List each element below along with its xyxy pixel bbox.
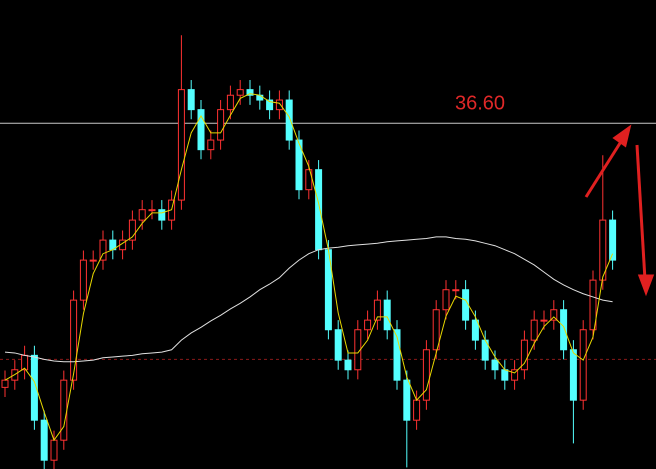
candle-body	[275, 99, 283, 111]
candle-body	[334, 329, 342, 361]
candle-body	[589, 279, 597, 331]
plot: 36.60	[0, 35, 656, 469]
candle-body	[266, 99, 274, 111]
candle-body	[295, 139, 303, 191]
candle-body	[422, 349, 430, 401]
candle-body	[226, 94, 234, 111]
candle-body	[364, 319, 372, 331]
candle-body	[138, 209, 146, 221]
candle-body	[30, 354, 38, 421]
candle-body	[197, 109, 205, 151]
candle-body	[452, 289, 460, 292]
candle-body	[70, 299, 78, 381]
average-line	[4, 93, 614, 442]
candle-body	[236, 89, 244, 96]
candle-body	[471, 319, 479, 341]
candle-body	[393, 329, 401, 381]
candle-body	[1, 379, 9, 388]
arrow-head	[612, 124, 632, 148]
arrow-up	[584, 139, 624, 198]
candle-body	[217, 109, 225, 141]
candle-body	[344, 359, 352, 371]
candle-body	[442, 289, 450, 311]
candle-body	[128, 219, 136, 241]
candle-body	[99, 239, 107, 261]
candle-body	[609, 219, 617, 261]
candle-body	[187, 89, 195, 111]
candle-body	[79, 259, 87, 301]
candle-body	[158, 209, 166, 221]
arrow-head	[637, 274, 655, 297]
average-line	[4, 236, 613, 363]
reference-label: 36.60	[455, 92, 505, 114]
candle-body	[40, 419, 48, 461]
candle-body	[491, 359, 499, 371]
candle-body	[530, 319, 538, 341]
candle-body	[177, 89, 185, 201]
candle-body	[315, 169, 323, 251]
annotation-arrows	[584, 124, 655, 297]
candle-body	[550, 309, 558, 321]
candle-body	[599, 219, 607, 281]
candle-body	[403, 379, 411, 421]
candle-body	[148, 209, 156, 212]
candle-body	[501, 369, 509, 381]
candle-body	[579, 329, 587, 401]
candle-body	[246, 89, 254, 96]
candle-body	[285, 99, 293, 141]
candle-body	[560, 309, 568, 351]
candle-body	[256, 94, 264, 101]
candle-body	[60, 379, 68, 441]
candle-body	[373, 299, 381, 321]
candle-body	[383, 299, 391, 331]
candle-body	[520, 339, 528, 371]
candle-body	[432, 309, 440, 351]
candle-body	[540, 319, 548, 322]
candle-body	[569, 349, 577, 401]
candle-body	[462, 289, 470, 321]
candle-body	[511, 369, 519, 381]
candle-body	[413, 399, 421, 421]
candle-body	[89, 259, 97, 262]
candle-body	[50, 439, 58, 461]
candle-body	[207, 139, 215, 151]
arrow-down	[635, 144, 647, 281]
